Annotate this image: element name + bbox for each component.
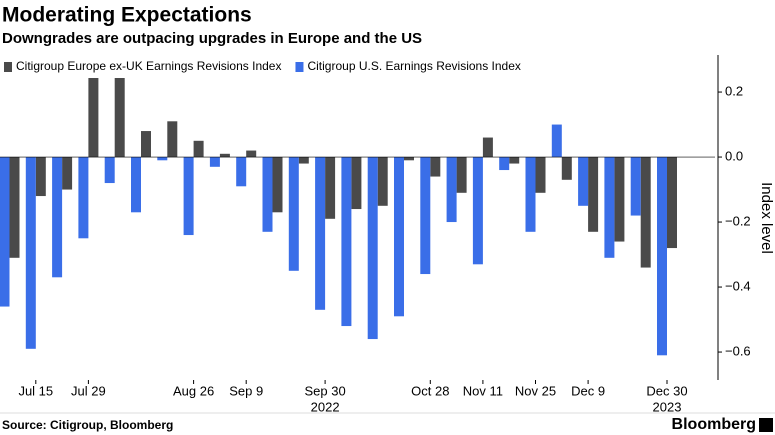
source: Source: Citigroup, Bloomberg [2,418,173,432]
bar [351,157,362,210]
bar [104,157,115,184]
bar [509,157,520,164]
x-tick-label: Nov 11 [463,383,503,398]
x-tick-label: Jul 15 [18,383,53,398]
bar [667,157,677,249]
bar [420,157,431,275]
bar [630,157,641,216]
bar [456,157,467,193]
y-tick-label: −0.4 [725,278,751,293]
bar [262,157,273,232]
bar [298,157,309,164]
bar [9,157,20,258]
bar [325,157,336,219]
bar [315,157,326,310]
bar [183,157,194,236]
bar [394,157,404,317]
bar [246,150,257,158]
bar [657,157,667,356]
y-tick-label: 0.2 [725,83,743,98]
x-tick-label: Aug 26 [173,383,214,398]
bar [588,157,599,232]
bar [551,124,562,158]
legend-background [0,56,533,78]
bar [209,157,220,167]
bar [219,153,230,158]
bar [367,157,378,340]
bar [578,157,589,206]
chart-subtitle: Downgrades are outpacing upgrades in Eur… [2,30,422,47]
bar [35,157,46,197]
chart-title: Moderating Expectations [2,4,252,27]
x-tick-label: Nov 25 [515,383,556,398]
x-year-label: 2023 [653,399,682,414]
bar [141,131,151,158]
bar [482,137,493,158]
bar [88,75,99,158]
bar [62,157,73,190]
bar [446,157,457,223]
bar [52,157,63,278]
bar [131,157,141,213]
legend-swatch [295,62,304,72]
bar [535,157,546,193]
x-tick-label: Dec 9 [571,383,605,398]
bar [193,140,204,158]
x-tick-label: Dec 30 [646,383,687,398]
bar [157,157,168,161]
bar [499,157,510,171]
bar [640,157,651,268]
legend-label: Citigroup Europe ex-UK Earnings Revision… [16,59,281,73]
bar [404,157,414,161]
brand: Bloomberg [672,416,756,433]
bar [561,157,572,180]
x-tick-label: Jul 29 [71,383,106,398]
bar [614,157,625,242]
x-tick-label: Sep 9 [229,383,263,398]
bar [236,157,247,187]
x-tick-label: Sep 30 [304,383,345,398]
bar [377,157,388,206]
bar [167,121,178,158]
x-year-label: 2022 [311,399,340,414]
legend-label: Citigroup U.S. Earnings Revisions Index [307,59,520,73]
x-tick-label: Oct 28 [411,383,449,398]
legend: Citigroup Europe ex-UK Earnings Revision… [0,56,533,78]
y-tick-label: −0.6 [725,343,751,358]
bar [78,157,89,239]
bar [0,157,10,307]
bar [472,157,483,265]
bar [341,157,352,327]
plot-area [0,75,715,356]
brand-icon [759,418,773,432]
bar [525,157,536,232]
y-tick-label: 0.0 [725,148,743,163]
bar [114,75,125,158]
bar [604,157,615,258]
y-axis-label: Index level [758,182,775,254]
bar [25,157,36,349]
bar [272,157,283,213]
bar [288,157,299,271]
bar [430,157,441,177]
legend-swatch [4,62,12,72]
y-tick-label: −0.2 [725,213,751,228]
